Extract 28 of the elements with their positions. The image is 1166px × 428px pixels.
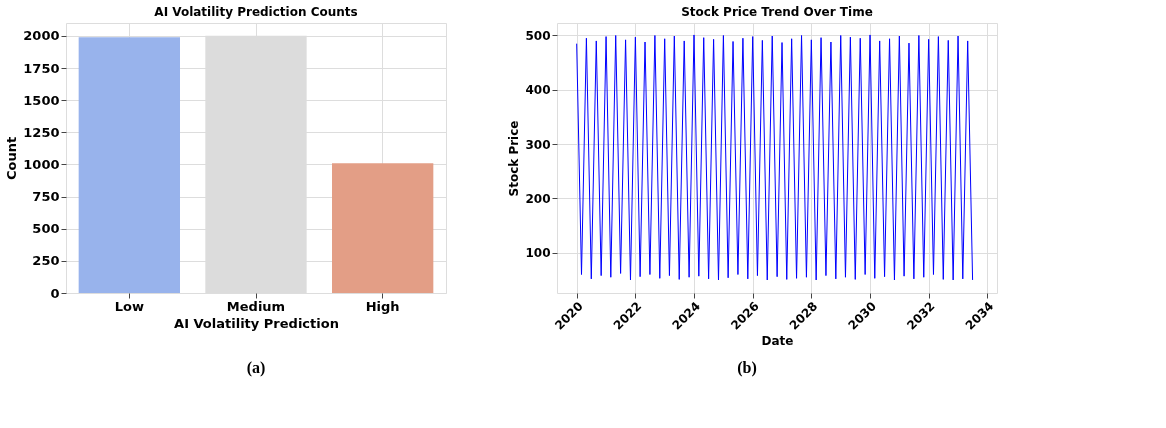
y-tick-label: 500 (525, 28, 551, 43)
x-axis-title: Date (761, 333, 794, 348)
y-tick-label: 1250 (23, 124, 60, 140)
bar (78, 37, 180, 293)
y-tick-label: 200 (525, 191, 551, 206)
x-tick-label: Medium (226, 298, 286, 314)
y-axis-title: Count (4, 136, 20, 181)
y-tick-label: 500 (32, 221, 60, 237)
chart-title: Stock Price Trend Over Time (681, 5, 873, 19)
y-tick-label: 750 (32, 189, 60, 205)
x-tick-label: High (365, 298, 400, 314)
y-tick-label: 250 (32, 253, 60, 269)
y-tick-label: 0 (50, 285, 60, 301)
chart-title: AI Volatility Prediction Counts (154, 5, 358, 19)
y-tick-label: 1000 (23, 156, 60, 172)
text: (a) (246, 359, 266, 377)
y-tick-label: 400 (525, 83, 551, 98)
x-axis-title: AI Volatility Prediction (174, 315, 339, 331)
y-tick-label: 1500 (23, 92, 60, 108)
y-tick-label: 300 (525, 137, 551, 152)
bar (332, 163, 434, 293)
y-axis-title: Stock Price (507, 120, 522, 197)
y-tick-label: 1750 (23, 60, 60, 76)
line-series (576, 34, 974, 281)
y-tick-label: 100 (525, 246, 551, 261)
x-tick-label: Low (114, 298, 144, 314)
y-tick-label: 2000 (23, 28, 60, 44)
text: (b) (737, 359, 757, 377)
